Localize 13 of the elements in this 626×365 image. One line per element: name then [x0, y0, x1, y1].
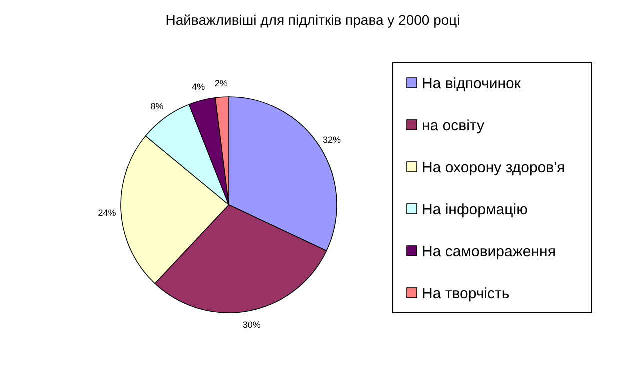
legend-label: На самовираження	[422, 243, 556, 260]
legend-label: На творчість	[422, 285, 510, 302]
data-label: 32%	[323, 134, 342, 145]
chart-title: Найважливіші для підлітків права у 2000 році	[166, 12, 460, 28]
data-label: 4%	[192, 82, 206, 92]
legend-label: На відпочинок	[422, 75, 522, 92]
data-label: 24%	[98, 208, 116, 218]
data-label: 8%	[150, 101, 164, 112]
legend-label: На інформацію	[422, 201, 528, 218]
data-label: 30%	[242, 320, 261, 330]
legend-label: На охорону здоров'я	[422, 159, 566, 176]
legend-label: на освіту	[422, 117, 485, 134]
data-label: 2%	[214, 78, 228, 88]
